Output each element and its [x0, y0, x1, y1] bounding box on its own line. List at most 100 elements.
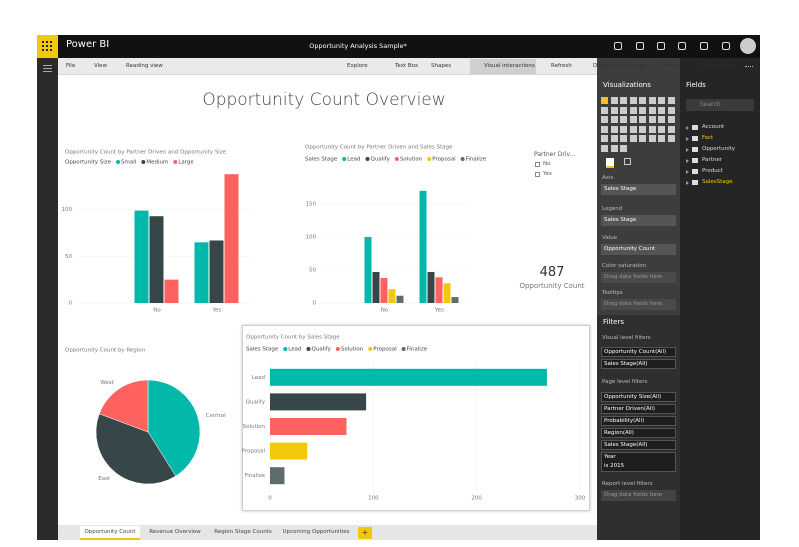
visual-type-icon[interactable]: [620, 116, 627, 123]
filter-drop-zone[interactable]: [601, 490, 676, 501]
filter-card[interactable]: [601, 359, 676, 369]
visual-type-icon[interactable]: [610, 97, 618, 104]
filter-card[interactable]: [601, 440, 676, 450]
visual-type-icon[interactable]: [601, 97, 608, 104]
visual-type-icon[interactable]: [610, 106, 618, 114]
menu-item[interactable]: Refresh: [551, 63, 572, 69]
field-table[interactable]: Partner: [702, 157, 722, 163]
visual-type-icon[interactable]: [667, 106, 675, 114]
menu-item[interactable]: Visual interactions: [484, 63, 535, 69]
field-table-icon[interactable]: [692, 147, 698, 152]
visual-type-icon[interactable]: [658, 116, 665, 123]
field-table[interactable]: Product: [702, 168, 723, 174]
visual-type-icon[interactable]: [658, 125, 665, 133]
format-tab-icon[interactable]: [624, 158, 631, 165]
field-expander[interactable]: [686, 126, 689, 130]
visual-type-icon[interactable]: [667, 116, 675, 123]
toolbar-icon[interactable]: [722, 42, 730, 50]
slicer-checkbox[interactable]: [535, 162, 540, 167]
filter-remove[interactable]: [666, 394, 670, 398]
well-placeholder[interactable]: Drag data fields here: [604, 274, 663, 280]
well-field[interactable]: Sales Stage: [604, 217, 637, 223]
filter-card[interactable]: [601, 452, 676, 472]
menu-item[interactable]: Shapes: [431, 63, 452, 69]
filter-text[interactable]: Region(All): [604, 429, 634, 436]
well-box[interactable]: [601, 272, 676, 283]
selected-visual-frame[interactable]: [242, 325, 590, 511]
visual-type-icon[interactable]: [648, 135, 656, 142]
well-box[interactable]: [601, 215, 676, 226]
filter-text[interactable]: Probability(All): [604, 417, 645, 424]
toolbar-icon[interactable]: [700, 42, 708, 50]
page-tab[interactable]: [80, 526, 140, 540]
slicer-option[interactable]: Yes: [543, 171, 552, 177]
visual-type-icon[interactable]: [648, 106, 656, 114]
well-box[interactable]: [601, 299, 676, 310]
visual-type-icon[interactable]: [648, 97, 656, 104]
visual-type-icon[interactable]: [629, 125, 637, 133]
visual-type-icon[interactable]: [601, 116, 608, 123]
page-tab-label[interactable]: Region Stage Counts: [214, 529, 272, 535]
visual-type-icon[interactable]: [620, 106, 627, 114]
nav-menu-icon[interactable]: [43, 65, 52, 66]
field-expander[interactable]: [686, 159, 689, 163]
well-box[interactable]: [601, 244, 676, 255]
well-placeholder[interactable]: Drag data fields here: [604, 492, 663, 498]
visual-type-icon[interactable]: [639, 97, 646, 104]
field-table-icon[interactable]: [692, 180, 698, 185]
page-tab[interactable]: [210, 526, 276, 540]
menu-item[interactable]: Pin Live Page: [700, 63, 737, 69]
toolbar-icon[interactable]: [678, 42, 686, 50]
menu-item[interactable]: Text Box: [395, 63, 419, 69]
visual-type-icon[interactable]: [648, 116, 656, 123]
visual-type-icon[interactable]: [601, 125, 608, 133]
field-expander[interactable]: [686, 181, 689, 185]
page-tab-label[interactable]: Revenue Overview: [149, 529, 201, 535]
menu-item[interactable]: Explore: [347, 63, 368, 69]
visual-type-icon[interactable]: [648, 125, 656, 133]
slicer-option[interactable]: No: [543, 161, 551, 167]
filter-text[interactable]: is 2015: [604, 463, 625, 469]
visual-type-icon[interactable]: [629, 135, 637, 142]
filter-card[interactable]: [601, 404, 676, 414]
visual-type-icon[interactable]: [658, 135, 665, 142]
visual-type-icon[interactable]: [610, 144, 618, 152]
visual-type-icon[interactable]: [667, 97, 675, 104]
filter-remove[interactable]: [666, 406, 670, 410]
field-table-icon[interactable]: [692, 125, 698, 130]
toolbar-icon[interactable]: [657, 42, 665, 50]
filter-card[interactable]: [601, 416, 676, 426]
filter-text[interactable]: Opportunity Size(All): [604, 393, 662, 400]
menu-item[interactable]: View: [94, 63, 108, 69]
visual-type-icon[interactable]: [610, 135, 618, 142]
filter-remove[interactable]: [666, 442, 670, 446]
visual-type-icon[interactable]: [667, 135, 675, 142]
field-table[interactable]: Account: [702, 124, 725, 130]
filter-text[interactable]: Partner Driven(All): [604, 405, 655, 412]
menu-item[interactable]: Reading view: [126, 63, 163, 69]
visual-type-icon[interactable]: [620, 135, 627, 142]
well-field[interactable]: Sales Stage: [604, 186, 637, 192]
field-expander[interactable]: [686, 148, 689, 152]
filter-text[interactable]: Year: [604, 454, 616, 460]
page-tab-label[interactable]: Opportunity Count: [84, 529, 136, 535]
toolbar-icon[interactable]: [636, 42, 644, 50]
field-table-icon[interactable]: [692, 136, 698, 141]
search-box[interactable]: [686, 99, 754, 111]
field-expander[interactable]: [686, 137, 689, 141]
visual-type-icon[interactable]: [610, 125, 618, 133]
filter-text[interactable]: Sales Stage(All): [604, 441, 648, 448]
visual-type-icon[interactable]: [629, 106, 637, 114]
field-table-icon[interactable]: [692, 169, 698, 174]
visual-type-icon[interactable]: [629, 116, 637, 123]
menu-item[interactable]: Duplicate this page: [593, 63, 647, 69]
page-tab[interactable]: [145, 526, 205, 540]
well-field[interactable]: Opportunity Count: [604, 246, 656, 252]
field-table[interactable]: SalesStage: [702, 179, 733, 185]
field-table-icon[interactable]: [692, 158, 698, 163]
visual-type-icon[interactable]: [639, 106, 646, 114]
visual-type-icon[interactable]: [601, 144, 608, 152]
visual-type-icon[interactable]: [667, 125, 675, 133]
slicer-checkbox[interactable]: [535, 172, 540, 177]
filter-text[interactable]: Opportunity Count(All): [604, 348, 667, 355]
